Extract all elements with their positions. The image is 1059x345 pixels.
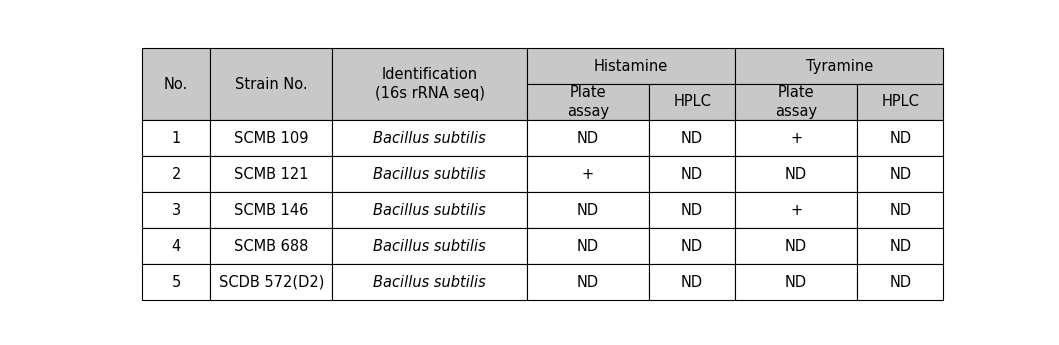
Text: ND: ND [577, 275, 599, 290]
Text: Histamine: Histamine [594, 59, 668, 73]
Bar [210, 120, 333, 156]
Text: ND: ND [890, 239, 912, 254]
Bar [210, 192, 333, 228]
Text: ND: ND [577, 130, 599, 146]
Text: Plate
assay: Plate assay [775, 85, 818, 119]
Text: HPLC: HPLC [674, 95, 711, 109]
Bar [735, 192, 858, 228]
Text: +: + [582, 167, 594, 181]
Bar [735, 228, 858, 264]
Bar [858, 120, 944, 156]
Bar [527, 120, 649, 156]
Bar [649, 264, 735, 300]
Text: +: + [790, 130, 803, 146]
Bar [649, 228, 735, 264]
Text: No.: No. [164, 77, 189, 91]
Bar [649, 120, 735, 156]
Bar [333, 192, 527, 228]
Text: 5: 5 [172, 275, 181, 290]
Text: ND: ND [577, 203, 599, 218]
Bar [735, 264, 858, 300]
Text: SCDB 572(D2): SCDB 572(D2) [218, 275, 324, 290]
Bar [210, 156, 333, 192]
Text: ND: ND [577, 239, 599, 254]
Bar [649, 84, 735, 120]
Bar [142, 156, 210, 192]
Bar [333, 120, 527, 156]
Text: Identification
(16s rRNA seq): Identification (16s rRNA seq) [375, 67, 485, 101]
Text: ND: ND [785, 167, 807, 181]
Bar [858, 192, 944, 228]
Text: Plate
assay: Plate assay [567, 85, 609, 119]
Bar [527, 48, 735, 84]
Bar [735, 120, 858, 156]
Text: ND: ND [681, 167, 703, 181]
Bar [210, 48, 333, 120]
Text: SCMB 109: SCMB 109 [234, 130, 308, 146]
Text: ND: ND [681, 203, 703, 218]
Text: Bacillus subtilis: Bacillus subtilis [373, 203, 486, 218]
Text: Bacillus subtilis: Bacillus subtilis [373, 167, 486, 181]
Bar [333, 264, 527, 300]
Text: ND: ND [890, 167, 912, 181]
Text: ND: ND [785, 275, 807, 290]
Bar [858, 264, 944, 300]
Text: Tyramine: Tyramine [806, 59, 873, 73]
Bar [858, 228, 944, 264]
Text: SCMB 146: SCMB 146 [234, 203, 308, 218]
Bar [142, 264, 210, 300]
Bar [735, 48, 944, 84]
Bar [210, 264, 333, 300]
Bar [649, 156, 735, 192]
Bar [858, 156, 944, 192]
Bar [527, 84, 649, 120]
Text: Bacillus subtilis: Bacillus subtilis [373, 239, 486, 254]
Bar [527, 156, 649, 192]
Text: ND: ND [785, 239, 807, 254]
Bar [858, 84, 944, 120]
Text: 4: 4 [172, 239, 181, 254]
Bar [142, 192, 210, 228]
Text: ND: ND [681, 130, 703, 146]
Bar [333, 228, 527, 264]
Text: ND: ND [890, 275, 912, 290]
Bar [142, 120, 210, 156]
Text: 2: 2 [172, 167, 181, 181]
Text: ND: ND [890, 203, 912, 218]
Text: HPLC: HPLC [881, 95, 919, 109]
Text: ND: ND [681, 275, 703, 290]
Text: Strain No.: Strain No. [235, 77, 307, 91]
Bar [735, 84, 858, 120]
Bar [210, 228, 333, 264]
Text: SCMB 121: SCMB 121 [234, 167, 308, 181]
Bar [649, 192, 735, 228]
Bar [333, 156, 527, 192]
Text: +: + [790, 203, 803, 218]
Text: Bacillus subtilis: Bacillus subtilis [373, 130, 486, 146]
Bar [527, 264, 649, 300]
Text: Bacillus subtilis: Bacillus subtilis [373, 275, 486, 290]
Text: 1: 1 [172, 130, 181, 146]
Bar [735, 156, 858, 192]
Text: ND: ND [890, 130, 912, 146]
Bar [527, 228, 649, 264]
Text: 3: 3 [172, 203, 181, 218]
Bar [527, 192, 649, 228]
Text: ND: ND [681, 239, 703, 254]
Bar [142, 48, 210, 120]
Bar [333, 48, 527, 120]
Bar [142, 228, 210, 264]
Text: SCMB 688: SCMB 688 [234, 239, 308, 254]
